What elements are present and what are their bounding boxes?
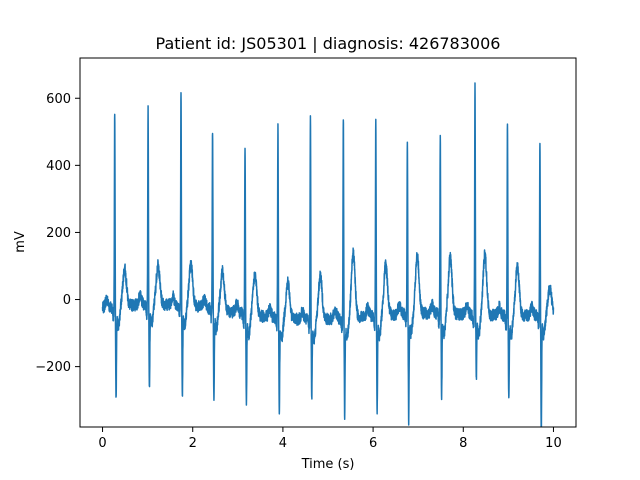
y-tick-label: −200 xyxy=(35,360,71,375)
x-tick-label: 4 xyxy=(279,436,287,451)
x-tick-label: 10 xyxy=(545,436,562,451)
y-tick-label: 600 xyxy=(46,92,71,107)
ecg-series-line xyxy=(101,82,555,427)
chart-title: Patient id: JS05301 | diagnosis: 4267830… xyxy=(156,34,501,53)
x-tick-label: 6 xyxy=(369,436,377,451)
y-tick-label: 200 xyxy=(46,226,71,241)
y-tick-label: 0 xyxy=(63,293,71,308)
plot-frame xyxy=(79,57,577,428)
x-tick-label: 2 xyxy=(189,436,197,451)
series-group xyxy=(101,82,555,427)
plot-area xyxy=(79,57,577,428)
y-axis: −200 0 200 400 600 xyxy=(35,92,80,375)
x-tick-label: 8 xyxy=(459,436,467,451)
x-axis-label: Time (s) xyxy=(301,457,355,472)
x-tick-label: 0 xyxy=(98,436,106,451)
y-tick-label: 400 xyxy=(46,159,71,174)
x-axis: 0 2 4 6 8 10 xyxy=(98,427,562,451)
y-axis-label: mV xyxy=(13,231,28,253)
